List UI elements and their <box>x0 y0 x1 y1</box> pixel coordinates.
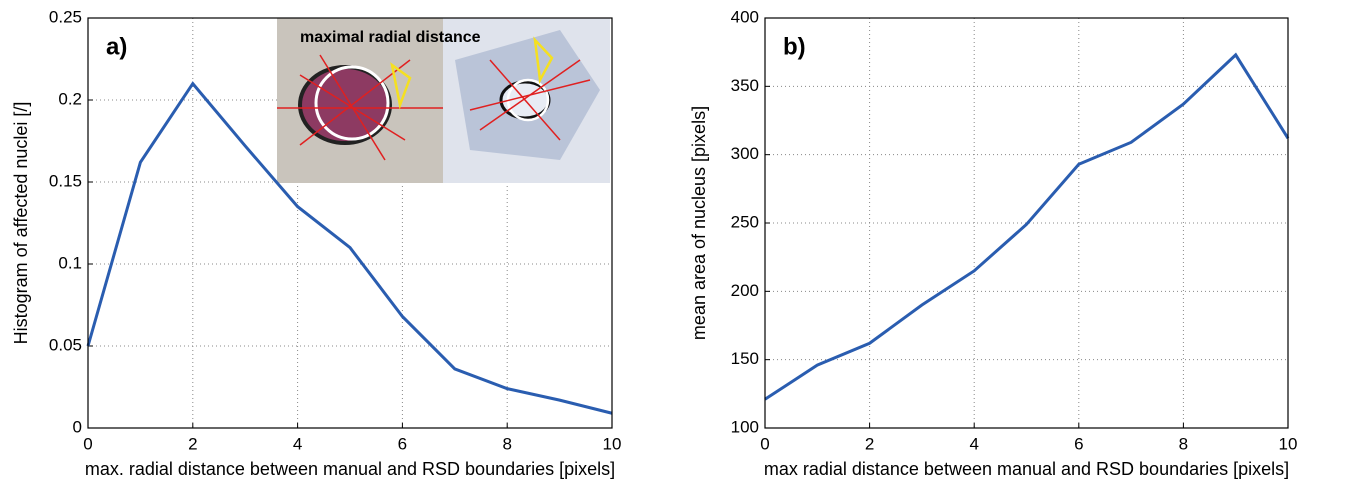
y-tick-label: 100 <box>731 417 759 436</box>
y-tick-label: 0.1 <box>58 253 82 272</box>
x-tick-label: 8 <box>1179 434 1188 453</box>
plot-frame <box>764 17 1289 429</box>
x-tick-label: 10 <box>603 434 622 453</box>
y-tick-label: 0.05 <box>49 335 82 354</box>
x-axis-label: max. radial distance between manual and … <box>85 459 615 479</box>
y-tick-label: 300 <box>731 144 759 163</box>
data-line <box>86 81 613 415</box>
x-tick-label: 0 <box>760 434 769 453</box>
y-axis-label: mean area of nucleus [pixels] <box>689 106 709 340</box>
x-tick-label: 10 <box>1279 434 1298 453</box>
x-axis-label: max radial distance between manual and R… <box>764 459 1289 479</box>
y-tick-label: 200 <box>731 281 759 300</box>
y-tick-label: 350 <box>731 76 759 95</box>
y-tick-label: 150 <box>731 349 759 368</box>
x-tick-label: 4 <box>969 434 978 453</box>
inset-image <box>277 18 610 183</box>
x-tick-label: 6 <box>398 434 407 453</box>
data-line <box>764 52 1290 401</box>
y-tick-label: 250 <box>731 212 759 231</box>
x-tick-label: 8 <box>502 434 511 453</box>
plot-frame <box>87 17 613 429</box>
y-tick-label: 400 <box>731 7 759 26</box>
panel-label: a) <box>106 33 127 60</box>
y-tick-label: 0.25 <box>49 7 82 26</box>
x-tick-label: 2 <box>188 434 197 453</box>
x-tick-label: 2 <box>865 434 874 453</box>
x-tick-label: 4 <box>293 434 302 453</box>
annotation: maximal radial distance <box>300 29 481 46</box>
y-tick-label: 0.2 <box>58 89 82 108</box>
x-tick-label: 0 <box>83 434 92 453</box>
panel-label: b) <box>783 33 806 60</box>
x-tick-label: 6 <box>1074 434 1083 453</box>
y-axis-label: Histogram of affected nuclei [/] <box>11 102 31 345</box>
y-tick-label: 0 <box>73 417 82 436</box>
y-tick-label: 0.15 <box>49 171 82 190</box>
